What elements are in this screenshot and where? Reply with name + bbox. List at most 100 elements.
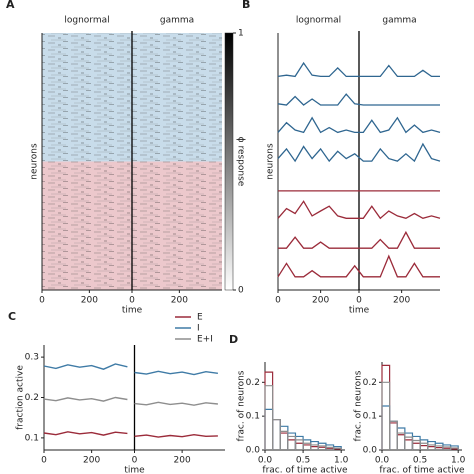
trace — [277, 93, 440, 106]
x-tick-label: 200 — [393, 296, 410, 306]
panel-letter: D — [229, 333, 238, 346]
colorbar-tick-label: 0 — [238, 286, 244, 296]
histogram-bin — [279, 430, 289, 450]
histogram-bin — [396, 434, 406, 450]
histogram-bin — [317, 445, 327, 450]
x-axis-label: frac. of time active — [379, 466, 465, 474]
histogram-bin — [396, 432, 406, 450]
x-tick-label: 0 — [41, 456, 47, 466]
histogram-bin — [272, 418, 281, 450]
histogram-bin — [411, 439, 421, 450]
histogram-bin — [264, 408, 274, 450]
histogram-bin — [287, 435, 297, 450]
x-tick-label: 0.0 — [258, 456, 273, 466]
legend-label: I — [197, 324, 200, 334]
trace — [277, 61, 440, 78]
histogram-bin — [427, 446, 436, 450]
x-tick-label: 200 — [174, 456, 191, 466]
x-axis-label: frac. of time active — [262, 466, 348, 474]
histogram-bin — [389, 420, 398, 450]
x-tick-label: 200 — [312, 296, 329, 306]
x-axis-label: time — [124, 466, 145, 474]
y-tick-label: 0.1 — [246, 412, 260, 422]
x-tick-label: 0.0 — [375, 456, 390, 466]
colorbar-label: ϕ response — [236, 137, 246, 187]
trace — [278, 230, 440, 249]
x-axis-label: time — [122, 306, 143, 316]
y-tick-label: 0.2 — [246, 378, 260, 388]
x-tick-label: 1.0 — [451, 456, 466, 466]
y-axis-label: frac. of neurons — [354, 370, 364, 441]
colorbar-tick-label: 1 — [238, 29, 244, 39]
x-tick-label: 0 — [129, 296, 135, 306]
histogram-bin — [279, 432, 289, 450]
subtitle: lognormal — [64, 16, 109, 26]
histogram-bin — [279, 425, 289, 450]
x-tick-label: 0.5 — [413, 456, 427, 466]
histogram-bin — [317, 442, 327, 450]
series-line — [43, 396, 218, 406]
x-tick-label: 0 — [132, 456, 138, 466]
trace — [277, 200, 441, 220]
histogram-bin — [389, 422, 398, 450]
histogram-bin — [411, 442, 421, 450]
histogram-bin — [434, 442, 444, 450]
subtitle: lognormal — [296, 16, 341, 26]
trace — [277, 116, 441, 134]
histogram-bin — [419, 445, 429, 450]
histogram-bin — [427, 444, 436, 450]
histogram-bin — [404, 436, 414, 450]
panel-letter: C — [8, 310, 16, 323]
y-tick-label: 0.1 — [363, 412, 377, 422]
histogram-bin — [264, 371, 274, 450]
histogram-bin — [381, 405, 391, 450]
histogram-bin — [294, 442, 304, 450]
histogram-bin — [332, 447, 342, 450]
histogram-bin — [381, 381, 391, 450]
y-axis-label: neurons — [266, 143, 276, 180]
trace — [277, 142, 441, 163]
legend-label: E+I — [197, 335, 213, 345]
histogram-bin — [389, 420, 398, 450]
histogram-bin — [419, 442, 429, 450]
histogram-bin — [427, 440, 436, 450]
histogram-bin — [396, 427, 406, 450]
histogram-bin — [302, 442, 312, 450]
y-tick-label: 0.2 — [363, 378, 377, 388]
x-tick-label: 0 — [356, 296, 362, 306]
trace — [277, 254, 440, 278]
histogram-bin — [264, 385, 274, 450]
histogram-bin — [302, 444, 312, 450]
y-axis-label: neurons — [30, 143, 40, 180]
x-tick-label: 0.5 — [296, 456, 310, 466]
histogram-bin — [287, 439, 297, 450]
histogram-bin — [272, 418, 281, 450]
histogram-bin — [449, 447, 459, 450]
histogram-bin — [287, 432, 297, 450]
series-line — [43, 431, 218, 438]
y-tick-label: 0.0 — [246, 446, 261, 456]
y-tick-label: 0.1 — [25, 433, 39, 443]
x-tick-label: 200 — [81, 296, 98, 306]
panel-letter: A — [6, 0, 15, 11]
y-tick-label: 0.3 — [25, 353, 39, 363]
histogram-bin — [310, 446, 319, 450]
y-tick-label: 0.0 — [363, 446, 378, 456]
x-tick-label: 0 — [275, 296, 281, 306]
panel-letter: B — [242, 0, 250, 11]
x-tick-label: 0 — [39, 296, 45, 306]
histogram-bin — [294, 439, 304, 450]
histogram-bin — [272, 418, 281, 450]
subtitle: gamma — [382, 16, 416, 26]
series-line — [43, 363, 218, 376]
histogram-bin — [404, 439, 414, 450]
histogram-bin — [419, 439, 429, 450]
histogram-bin — [404, 432, 414, 450]
subtitle: gamma — [160, 16, 194, 26]
y-axis-label: fraction active — [16, 365, 26, 430]
colorbar — [224, 32, 234, 291]
x-tick-label: 200 — [83, 456, 100, 466]
x-tick-label: 1.0 — [334, 456, 349, 466]
x-tick-label: 200 — [171, 296, 188, 306]
